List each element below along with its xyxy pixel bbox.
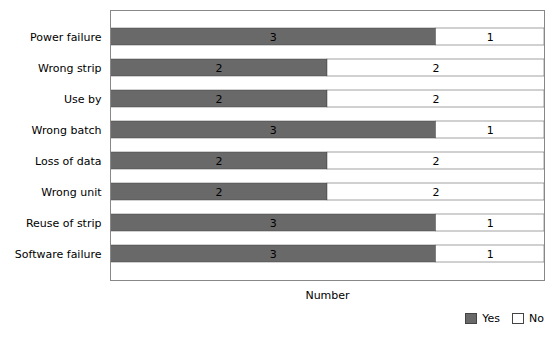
svg-text:Use by: Use by xyxy=(64,93,102,106)
html-text:No: No xyxy=(529,312,544,325)
svg-text:Power failure: Power failure xyxy=(30,31,102,44)
svg-text:1: 1 xyxy=(487,217,494,230)
svg-text:2: 2 xyxy=(216,62,223,75)
svg-text:1: 1 xyxy=(487,248,494,261)
svg-text:Wrong strip: Wrong strip xyxy=(38,62,101,75)
svg-text:2: 2 xyxy=(216,155,223,168)
svg-text:2: 2 xyxy=(433,93,440,106)
svg-text:Wrong batch: Wrong batch xyxy=(32,124,102,137)
svg-text:Wrong unit: Wrong unit xyxy=(41,186,102,199)
svg-text:2: 2 xyxy=(216,93,223,106)
svg-text:Software failure: Software failure xyxy=(15,248,102,261)
svg-text:3: 3 xyxy=(270,248,277,261)
svg-text:2: 2 xyxy=(216,186,223,199)
svg-text:Reuse of strip: Reuse of strip xyxy=(26,217,102,230)
svg-text:1: 1 xyxy=(487,124,494,137)
svg-text:3: 3 xyxy=(270,31,277,44)
svg-text:3: 3 xyxy=(270,124,277,137)
svg-text:2: 2 xyxy=(433,186,440,199)
svg-text:Loss of data: Loss of data xyxy=(35,155,102,168)
html-text:Yes: Yes xyxy=(482,312,500,325)
svg-text:1: 1 xyxy=(487,31,494,44)
svg-text:Number: Number xyxy=(305,289,350,302)
svg-text:2: 2 xyxy=(433,155,440,168)
svg-text:3: 3 xyxy=(270,217,277,230)
svg-text:2: 2 xyxy=(433,62,440,75)
